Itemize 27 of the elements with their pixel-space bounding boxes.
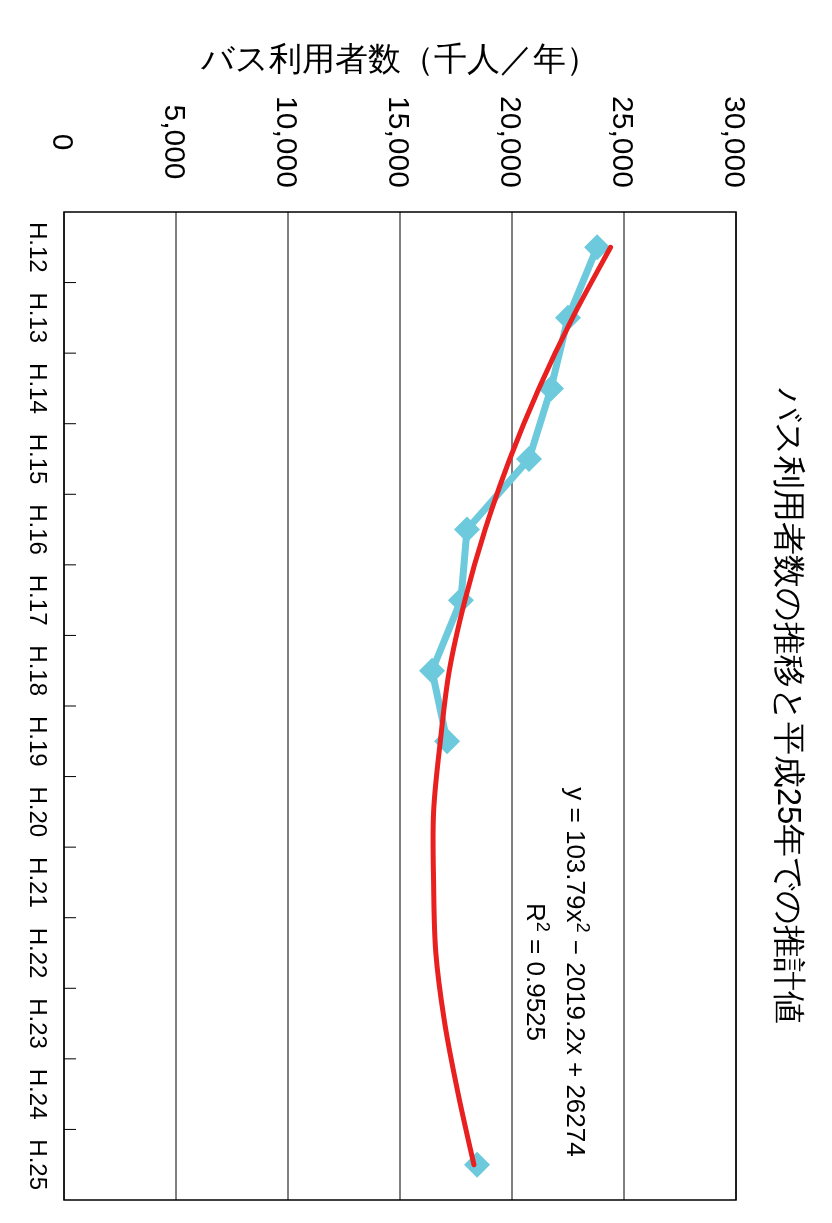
y-tick-label: H.19 [25, 715, 52, 767]
y-tick-label: H.15 [25, 433, 52, 485]
x-tick-label: 0 [47, 133, 80, 151]
x-tick-label: 20,000 [495, 96, 528, 188]
y-tick-label: H.21 [25, 857, 52, 908]
y-tick-label: H.16 [25, 504, 52, 555]
y-tick-label: H.17 [25, 574, 52, 626]
x-tick-label: 10,000 [271, 96, 304, 188]
y-axis-title: バス利用者数（千人／年） [200, 40, 599, 77]
x-tick-label: 30,000 [719, 96, 752, 188]
text: バス利用者数の推移と平成25年での推計値 [771, 386, 808, 1025]
point [584, 234, 611, 261]
y-tick-label: H.18 [25, 645, 52, 697]
y-tick-label: H.23 [25, 998, 52, 1049]
y-tick-label: H.22 [25, 927, 52, 979]
x-tick-label: 25,000 [607, 96, 640, 188]
point [419, 657, 446, 684]
y-tick-label: H.20 [25, 786, 52, 838]
point [516, 446, 543, 472]
x-tick-label: 5,000 [159, 104, 192, 180]
y-tick-label: H.14 [25, 363, 52, 414]
y-tick-label: H.12 [25, 221, 52, 273]
y-tick-label: H.13 [25, 292, 52, 344]
x-tick-label: 15,000 [383, 96, 416, 188]
y-tick-label: H.24 [25, 1068, 52, 1120]
point [453, 516, 480, 543]
y-tick-label: H.25 [25, 1139, 52, 1191]
